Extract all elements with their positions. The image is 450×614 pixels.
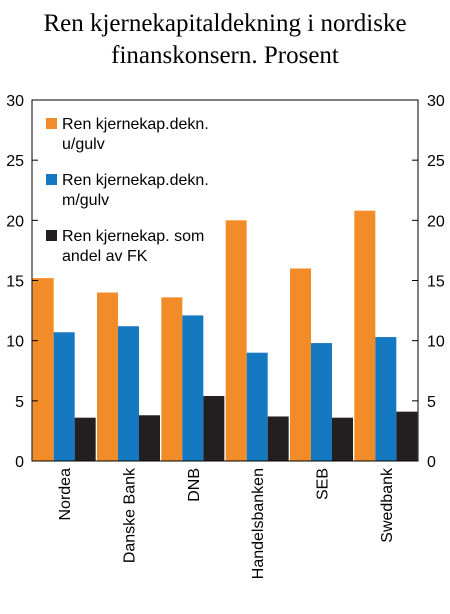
bar-seb-series-3 xyxy=(332,417,353,461)
y-tick-label-left-30: 30 xyxy=(6,93,24,110)
chart-title: Ren kjernekapitaldekning i nordiske fina… xyxy=(0,8,450,72)
legend-label-1-line-1: Ren kjernekap.dekn. xyxy=(62,116,209,133)
category-label-nordea: Nordea xyxy=(57,468,74,521)
bar-seb-series-1 xyxy=(290,268,311,461)
y-tick-label-left-20: 20 xyxy=(6,213,24,230)
bar-dnb-series-1 xyxy=(161,297,183,461)
chart-title-line-2: finanskonsern. Prosent xyxy=(111,42,339,69)
y-tick-label-right-15: 15 xyxy=(427,274,445,291)
category-label-swedbank: Swedbank xyxy=(379,467,396,543)
legend-label-2-line-2: m/gulv xyxy=(62,192,109,209)
legend-label-3-line-2: andel av FK xyxy=(62,248,148,265)
y-tick-label-right-10: 10 xyxy=(427,334,445,351)
y-tick-label-left-0: 0 xyxy=(15,454,24,471)
bar-handelsbanken-series-2 xyxy=(246,352,268,461)
bar-danske-bank-series-2 xyxy=(118,326,139,461)
category-labels: Nordea Danske Bank DNB Handelsbanken SEB Swed… xyxy=(57,467,396,579)
y-tick-label-right-5: 5 xyxy=(427,394,436,411)
y-tick-label-right-30: 30 xyxy=(427,93,445,110)
y-tick-label-left-25: 25 xyxy=(6,153,24,170)
bar-nordea-series-3 xyxy=(74,417,96,461)
legend-swatch-2 xyxy=(46,174,57,185)
legend-swatch-1 xyxy=(46,118,57,129)
category-label-seb: SEB xyxy=(315,468,332,500)
bar-nordea-series-2 xyxy=(53,332,75,461)
bar-nordea-series-1 xyxy=(32,278,54,461)
bars-layer xyxy=(32,210,418,461)
y-tick-label-left-10: 10 xyxy=(6,334,24,351)
y-tick-label-right-25: 25 xyxy=(427,153,445,170)
bar-swedbank-series-3 xyxy=(396,411,418,461)
legend-label-1-line-2: u/gulv xyxy=(62,136,105,153)
category-label-danske-bank: Danske Bank xyxy=(122,467,139,563)
bar-danske-bank-series-1 xyxy=(97,292,118,461)
bar-handelsbanken-series-3 xyxy=(267,416,289,461)
bar-swedbank-series-2 xyxy=(375,337,397,461)
y-tick-label-left-5: 5 xyxy=(15,394,24,411)
y-tick-label-right-20: 20 xyxy=(427,213,445,230)
y-tick-label-left-15: 15 xyxy=(6,274,24,291)
legend-label-2-line-1: Ren kjernekap.dekn. xyxy=(62,172,209,189)
bar-dnb-series-3 xyxy=(203,396,225,461)
legend: Ren kjernekap.dekn. u/gulv Ren kjernekap.d… xyxy=(46,116,209,265)
category-label-dnb: DNB xyxy=(186,468,203,502)
bar-handelsbanken-series-1 xyxy=(225,220,247,461)
chart-title-line-1: Ren kjernekapitaldekning i nordiske xyxy=(43,10,407,37)
bar-swedbank-series-1 xyxy=(354,210,376,461)
legend-label-3-line-1: Ren kjernekap. som xyxy=(62,228,204,245)
category-label-handelsbanken: Handelsbanken xyxy=(250,468,267,579)
ticks-layer: 0 0 5 5 10 10 15 15 20 20 25 25 30 30 xyxy=(6,93,445,471)
legend-swatch-3 xyxy=(46,230,57,241)
bar-danske-bank-series-3 xyxy=(139,415,160,461)
bar-dnb-series-2 xyxy=(182,315,204,461)
bar-seb-series-2 xyxy=(311,343,332,461)
y-tick-label-right-0: 0 xyxy=(427,454,436,471)
